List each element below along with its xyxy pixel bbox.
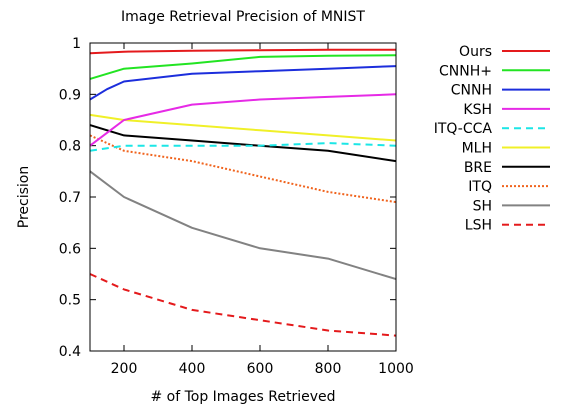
x-tick-label: 400 xyxy=(179,361,206,377)
legend-label-lsh: LSH xyxy=(465,218,492,234)
legend-label-ksh: KSH xyxy=(463,102,492,118)
legend-label-cnnh-: CNNH+ xyxy=(439,63,492,79)
series-line-cnnh xyxy=(89,65,397,101)
legend-label-sh: SH xyxy=(473,198,492,214)
x-tick-label: 600 xyxy=(247,361,274,377)
series-line-ksh xyxy=(89,93,397,147)
y-tick-label: 0.4 xyxy=(59,344,81,360)
series-line-bre xyxy=(89,124,397,163)
legend-label-bre: BRE xyxy=(464,160,492,176)
plot-frame xyxy=(89,42,397,352)
series-line-ours xyxy=(89,48,396,55)
x-tick-label: 200 xyxy=(111,361,138,377)
legend-label-mlh: MLH xyxy=(462,141,492,157)
x-tick-label: 800 xyxy=(315,361,342,377)
series-line-cnnh- xyxy=(89,54,397,80)
series-line-mlh xyxy=(89,113,397,142)
y-axis-label: Precision xyxy=(16,166,32,228)
plot-area: 0.4 0.5 0.6 0.7 0.8 0.9 1 200 400 600 800 1000 xyxy=(59,36,414,377)
y-tick-label: 0.9 xyxy=(59,87,81,103)
y-tick-label: 1 xyxy=(72,36,81,52)
legend-label-itq: ITQ xyxy=(468,179,492,195)
series-line-sh xyxy=(89,170,397,281)
legend-label-itq-cca: ITQ-CCA xyxy=(434,121,493,137)
y-tick-label: 0.5 xyxy=(59,293,81,309)
x-tick-label: 1000 xyxy=(378,361,414,377)
legend-label-ours: Ours xyxy=(459,44,492,60)
chart-title: Image Retrieval Precision of MNIST xyxy=(121,9,365,25)
y-tick-label: 0.6 xyxy=(59,241,81,257)
legend-label-cnnh: CNNH xyxy=(451,83,492,99)
series-line-itq-cca xyxy=(89,142,397,152)
series-line-itq xyxy=(89,134,397,204)
legend: Ours CNNH+ CNNH KSH ITQ-CCA MLH BRE ITQ SH LSH xyxy=(434,44,550,234)
x-axis-label: # of Top Images Retrieved xyxy=(150,389,335,405)
y-tick-label: 0.8 xyxy=(59,139,81,155)
y-tick-label: 0.7 xyxy=(59,190,81,206)
series-line-lsh xyxy=(89,273,397,337)
